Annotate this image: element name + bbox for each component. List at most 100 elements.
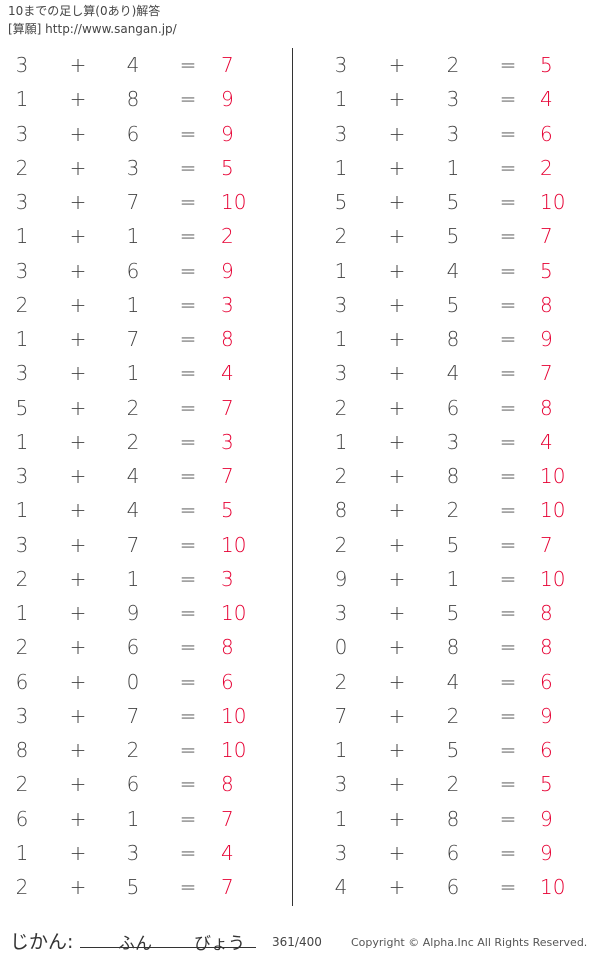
equals-sign: = <box>179 292 197 317</box>
addend-a: 3 <box>334 53 348 77</box>
addend-b: 8 <box>446 327 460 351</box>
addend-a: 8 <box>15 738 29 762</box>
addend-b: 3 <box>126 840 140 865</box>
answer: 10 <box>221 190 247 214</box>
equals-sign: = <box>499 703 517 728</box>
answer: 6 <box>540 121 553 146</box>
answer: 9 <box>221 258 234 283</box>
equals-sign: = <box>499 669 517 694</box>
answer: 8 <box>540 601 553 625</box>
answer: 3 <box>221 566 234 591</box>
addend-a: 2 <box>334 224 348 249</box>
equals-sign: = <box>499 738 517 762</box>
addend-b: 8 <box>446 635 460 660</box>
addend-a: 3 <box>15 464 29 488</box>
equals-sign: = <box>499 772 517 797</box>
addend-a: 2 <box>334 395 348 420</box>
addend-a: 2 <box>15 566 29 591</box>
equals-sign: = <box>499 53 517 77</box>
plus-sign: + <box>388 429 406 454</box>
equals-sign: = <box>179 258 197 283</box>
addend-a: 3 <box>334 292 348 317</box>
answer: 9 <box>221 87 234 112</box>
plus-sign: + <box>69 772 87 797</box>
addend-a: 3 <box>15 53 29 77</box>
plus-sign: + <box>69 155 87 180</box>
source-link[interactable]: [算願] http://www.sangan.jp/ <box>8 22 177 36</box>
addend-b: 4 <box>126 53 140 77</box>
plus-sign: + <box>69 53 87 77</box>
equals-sign: = <box>179 87 197 112</box>
answer: 7 <box>221 806 234 831</box>
answer: 5 <box>540 53 553 77</box>
page-counter: 361/400 <box>272 935 322 949</box>
addend-a: 3 <box>334 361 348 386</box>
equals-sign: = <box>179 155 197 180</box>
plus-sign: + <box>69 327 87 351</box>
addend-b: 5 <box>446 532 460 557</box>
answer: 7 <box>540 532 553 557</box>
addend-b: 6 <box>446 875 460 899</box>
answer: 2 <box>540 155 553 180</box>
equals-sign: = <box>179 361 197 386</box>
plus-sign: + <box>388 53 406 77</box>
addend-b: 5 <box>446 601 460 625</box>
plus-sign: + <box>388 121 406 146</box>
plus-sign: + <box>69 292 87 317</box>
equals-sign: = <box>179 327 197 351</box>
addend-b: 2 <box>446 498 460 523</box>
addend-b: 2 <box>126 395 140 420</box>
addend-b: 2 <box>126 738 140 762</box>
minutes-label: ふん <box>118 934 152 954</box>
equals-sign: = <box>179 224 197 249</box>
addend-a: 3 <box>15 703 29 728</box>
equals-sign: = <box>499 806 517 831</box>
answer: 5 <box>540 772 553 797</box>
addend-b: 2 <box>126 429 140 454</box>
answer: 8 <box>540 635 553 660</box>
addend-b: 1 <box>126 292 140 317</box>
answer: 7 <box>540 224 553 249</box>
plus-sign: + <box>388 840 406 865</box>
equals-sign: = <box>499 258 517 283</box>
answer: 10 <box>540 190 566 214</box>
addend-a: 3 <box>15 361 29 386</box>
addend-a: 1 <box>15 498 29 523</box>
equals-sign: = <box>179 635 197 660</box>
plus-sign: + <box>69 601 87 625</box>
addend-b: 5 <box>446 224 460 249</box>
answer: 2 <box>221 224 234 249</box>
addend-a: 2 <box>334 464 348 488</box>
addend-b: 5 <box>446 292 460 317</box>
plus-sign: + <box>69 738 87 762</box>
plus-sign: + <box>388 258 406 283</box>
addend-a: 4 <box>334 875 348 899</box>
plus-sign: + <box>388 395 406 420</box>
answer: 4 <box>540 429 553 454</box>
plus-sign: + <box>69 87 87 112</box>
plus-sign: + <box>69 224 87 249</box>
plus-sign: + <box>69 190 87 214</box>
addend-a: 2 <box>334 532 348 557</box>
answer: 10 <box>540 498 566 523</box>
plus-sign: + <box>69 875 87 899</box>
plus-sign: + <box>388 327 406 351</box>
addend-a: 1 <box>334 429 348 454</box>
plus-sign: + <box>388 361 406 386</box>
equals-sign: = <box>499 840 517 865</box>
equals-sign: = <box>499 155 517 180</box>
addend-a: 1 <box>334 258 348 283</box>
answer: 5 <box>221 155 234 180</box>
addend-b: 6 <box>446 840 460 865</box>
answer: 10 <box>221 601 247 625</box>
addend-b: 2 <box>446 53 460 77</box>
answer: 9 <box>221 121 234 146</box>
addend-a: 3 <box>15 190 29 214</box>
addend-b: 7 <box>126 703 140 728</box>
time-underline <box>80 947 256 948</box>
addend-a: 3 <box>15 258 29 283</box>
addend-a: 1 <box>334 806 348 831</box>
equals-sign: = <box>179 190 197 214</box>
addend-a: 8 <box>334 498 348 523</box>
time-label: じかん: <box>10 931 74 953</box>
